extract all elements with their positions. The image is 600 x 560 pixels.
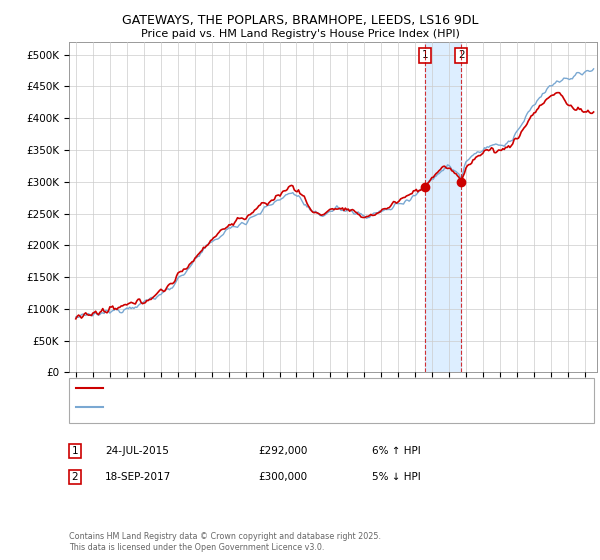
Text: GATEWAYS, THE POPLARS, BRAMHOPE, LEEDS, LS16 9DL (detached house): GATEWAYS, THE POPLARS, BRAMHOPE, LEEDS, … (109, 384, 464, 393)
Text: 18-SEP-2017: 18-SEP-2017 (105, 472, 171, 482)
Text: Price paid vs. HM Land Registry's House Price Index (HPI): Price paid vs. HM Land Registry's House … (140, 29, 460, 39)
Text: HPI: Average price, detached house, Leeds: HPI: Average price, detached house, Leed… (109, 403, 313, 412)
Text: 1: 1 (71, 446, 79, 456)
Text: £292,000: £292,000 (258, 446, 307, 456)
Bar (425, 42, 461, 372)
Text: GATEWAYS, THE POPLARS, BRAMHOPE, LEEDS, LS16 9DL: GATEWAYS, THE POPLARS, BRAMHOPE, LEEDS, … (122, 14, 478, 27)
Text: 5% ↓ HPI: 5% ↓ HPI (372, 472, 421, 482)
Text: 24-JUL-2015: 24-JUL-2015 (105, 446, 169, 456)
Text: 2: 2 (458, 50, 464, 60)
Text: 2: 2 (71, 472, 79, 482)
Text: 1: 1 (421, 50, 428, 60)
Text: Contains HM Land Registry data © Crown copyright and database right 2025.
This d: Contains HM Land Registry data © Crown c… (69, 532, 381, 552)
Text: £300,000: £300,000 (258, 472, 307, 482)
Text: 6% ↑ HPI: 6% ↑ HPI (372, 446, 421, 456)
